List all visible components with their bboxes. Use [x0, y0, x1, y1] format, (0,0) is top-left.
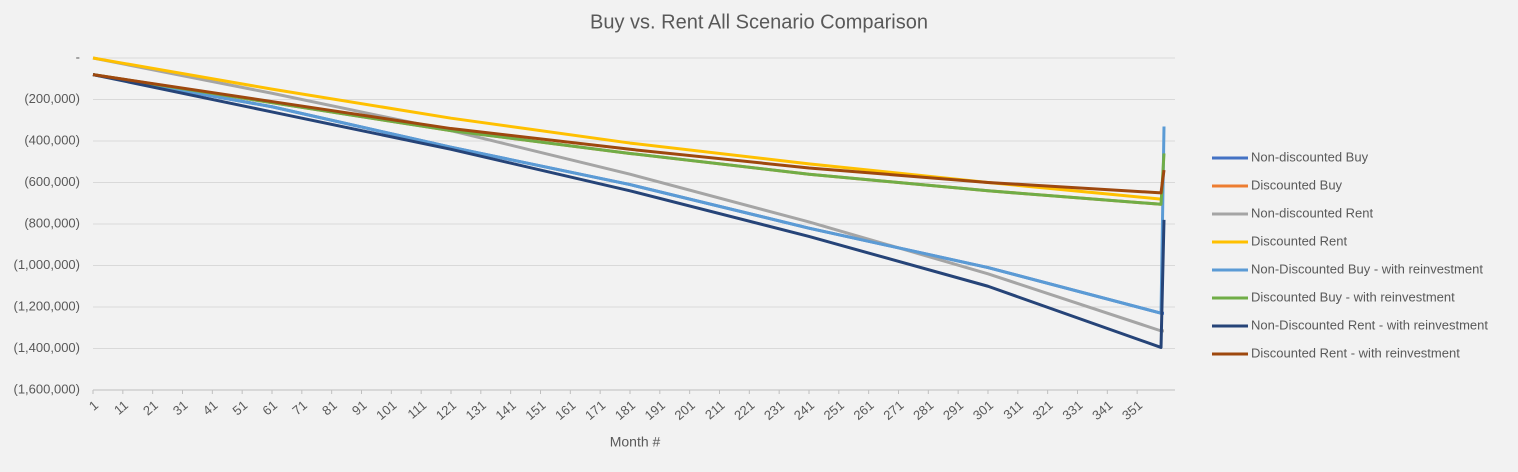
y-tick-label: (1,000,000): [14, 257, 81, 272]
legend-label: Discounted Rent: [1251, 233, 1347, 248]
y-tick-label: (400,000): [24, 132, 80, 147]
chart-title: Buy vs. Rent All Scenario Comparison: [590, 11, 928, 33]
y-tick-label: -: [76, 49, 80, 64]
legend-label: Non-Discounted Rent - with reinvestment: [1251, 317, 1488, 332]
legend-label: Discounted Rent - with reinvestment: [1251, 345, 1460, 360]
line-series: [92, 73, 1166, 195]
line-series: [92, 56, 1164, 201]
y-tick-label: (1,400,000): [14, 340, 81, 355]
line-series: [92, 73, 1166, 315]
y-tick-label: (600,000): [24, 174, 80, 189]
y-tick-label: (800,000): [24, 215, 80, 230]
y-tick-label: (1,200,000): [14, 298, 81, 313]
legend-label: Non-discounted Buy: [1251, 149, 1369, 164]
legend-label: Discounted Buy - with reinvestment: [1251, 289, 1455, 304]
legend-label: Non-discounted Rent: [1251, 205, 1374, 220]
legend-label: Discounted Buy: [1251, 177, 1343, 192]
y-tick-label: (1,600,000): [14, 381, 81, 396]
x-axis-title: Month #: [610, 434, 661, 450]
line-series: [92, 73, 1166, 349]
legend-label: Non-Discounted Buy - with reinvestment: [1251, 261, 1483, 276]
y-tick-label: (200,000): [24, 91, 80, 106]
line-series: [92, 56, 1164, 333]
